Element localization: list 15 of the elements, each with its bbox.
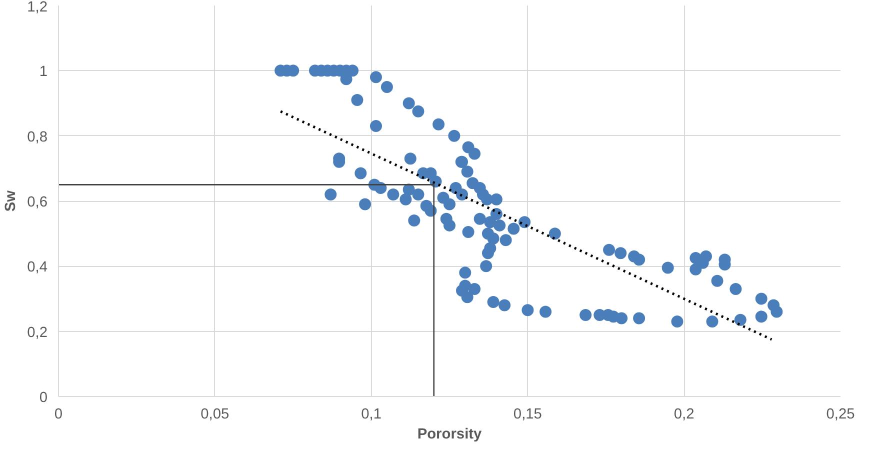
x-tick-label: 0,05 bbox=[200, 406, 230, 422]
y-tick-label: 0 bbox=[39, 390, 48, 406]
x-tick-label: 0,25 bbox=[826, 406, 855, 422]
y-tick-label: 0,6 bbox=[27, 194, 48, 210]
y-tick-label: 0,2 bbox=[27, 324, 48, 341]
y-axis-title: Sw bbox=[3, 190, 20, 212]
y-tick-label: 0,4 bbox=[27, 260, 48, 276]
x-tick-label: 0 bbox=[54, 406, 63, 422]
y-tick-label: 1,2 bbox=[27, 0, 48, 16]
x-tick-label: 0,1 bbox=[361, 406, 382, 422]
y-tick-label: 1 bbox=[39, 64, 48, 80]
y-tick-label: 0,8 bbox=[27, 129, 48, 146]
x-tick-label: 0,15 bbox=[513, 406, 542, 422]
x-tick-label: 0,2 bbox=[674, 406, 694, 422]
x-axis-title: Pororsity bbox=[417, 426, 483, 442]
